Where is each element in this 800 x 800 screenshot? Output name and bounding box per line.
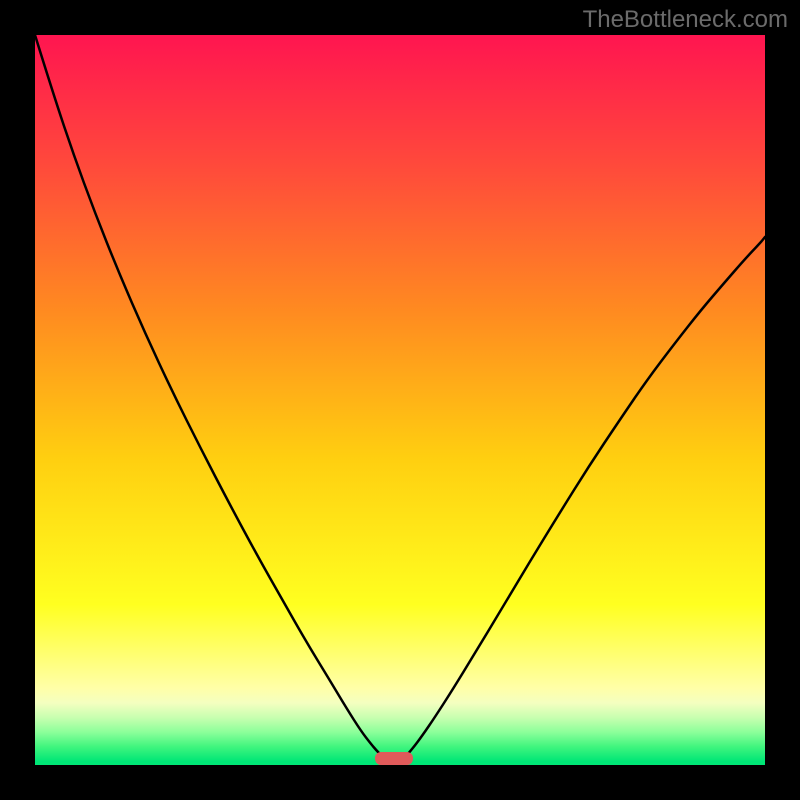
optimum-marker — [375, 752, 413, 765]
chart-canvas: TheBottleneck.com — [0, 0, 800, 800]
plot-area — [35, 35, 765, 765]
watermark-label: TheBottleneck.com — [583, 6, 788, 34]
bottleneck-curve — [35, 35, 765, 765]
